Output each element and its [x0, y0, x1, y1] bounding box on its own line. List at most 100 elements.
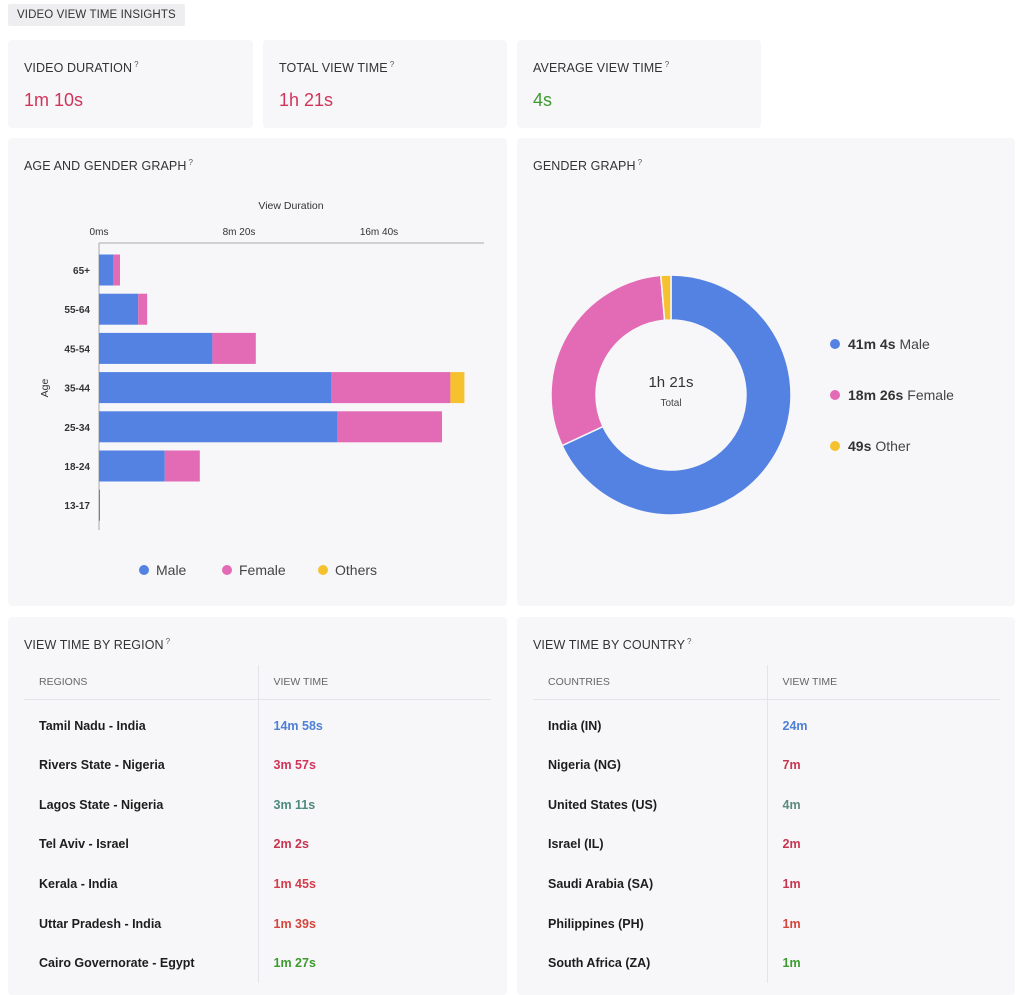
table-row[interactable]: Philippines (PH) 1m	[533, 903, 1000, 944]
row-view-time: 4m	[766, 784, 1000, 825]
help-icon[interactable]: ?	[134, 60, 139, 69]
bar-segment-male[interactable]	[99, 254, 113, 286]
donut-slice-male[interactable]	[561, 274, 792, 516]
row-view-time: 24m	[766, 699, 1000, 745]
column-header-countries[interactable]: COUNTRIES	[533, 665, 767, 700]
gender-donut-chart	[550, 274, 792, 516]
bar-segment-male[interactable]	[99, 372, 332, 404]
row-view-time: 1m	[766, 943, 1000, 984]
table-row[interactable]: United States (US) 4m	[533, 784, 1000, 825]
country-table: COUNTRIES VIEW TIME India (IN) 24m Nigeria…	[533, 665, 1000, 984]
row-name: Tamil Nadu - India	[39, 719, 146, 734]
row-name: Tel Aviv - Israel	[39, 837, 129, 852]
table-row[interactable]: Cairo Governorate - Egypt 1m 27s	[24, 943, 491, 984]
row-name: Rivers State - Nigeria	[39, 757, 165, 772]
help-icon[interactable]: ?	[637, 158, 643, 167]
help-icon[interactable]: ?	[165, 637, 171, 646]
x-axis-label: View Duration	[258, 200, 323, 212]
gender-card: GENDER GRAPH? 1h 21s Total 41m 4s Male 18…	[517, 138, 1015, 606]
help-icon[interactable]: ?	[188, 158, 194, 167]
table-row[interactable]: Saudi Arabia (SA) 1m	[533, 864, 1000, 904]
card-title: GENDER GRAPH?	[533, 158, 643, 174]
table-row[interactable]: Israel (IL) 2m	[533, 824, 1000, 865]
table-row[interactable]: South Africa (ZA) 1m	[533, 943, 1000, 984]
legend-female[interactable]: Female	[222, 562, 286, 578]
legend-others[interactable]: Others	[318, 562, 377, 578]
table-row[interactable]: Tel Aviv - Israel 2m 2s	[24, 824, 491, 865]
table-row[interactable]: Uttar Pradesh - India 1m 39s	[24, 903, 491, 944]
donut-slice-other[interactable]	[659, 274, 672, 322]
row-name: Uttar Pradesh - India	[39, 916, 162, 931]
bar-segment-others[interactable]	[450, 372, 465, 404]
row-view-time: 3m 57s	[257, 745, 491, 785]
donut-center-value: 1h 21s	[648, 374, 694, 391]
row-name: Israel (IL)	[548, 837, 604, 852]
legend-other[interactable]: 49s Other	[830, 438, 910, 454]
table-row[interactable]: India (IN) 24m	[533, 699, 1000, 745]
row-view-time: 2m	[766, 824, 1000, 865]
x-tick-label: 8m 20s	[223, 227, 256, 238]
row-name: United States (US)	[548, 797, 658, 812]
bar-segment-male[interactable]	[99, 450, 165, 482]
help-icon[interactable]: ?	[664, 60, 670, 69]
legend-female[interactable]: 18m 26s Female	[830, 387, 954, 403]
table-row[interactable]: Nigeria (NG) 7m	[533, 745, 1000, 785]
legend-value: 41m 4s	[848, 336, 896, 352]
legend-dot	[830, 441, 840, 451]
section-tag: VIDEO VIEW TIME INSIGHTS	[8, 4, 185, 26]
region-card: VIEW TIME BY REGION? REGIONS VIEW TIME T…	[8, 617, 507, 995]
row-view-time: 1m 45s	[257, 864, 491, 904]
row-view-time: 1m	[766, 903, 1000, 944]
table-row[interactable]: Tamil Nadu - India 14m 58s	[24, 699, 491, 745]
bar-segment-male[interactable]	[99, 489, 100, 521]
legend-label: Female	[239, 562, 286, 578]
table-row[interactable]: Lagos State - Nigeria 3m 11s	[24, 784, 491, 825]
stat-value: 1h 21s	[279, 90, 334, 110]
age-gender-bar-chart: View Duration 0ms 8m 20s 16m 40s Age 65+ 55-64…	[39, 200, 484, 578]
bar-segment-female[interactable]	[164, 450, 200, 482]
help-icon[interactable]: ?	[389, 60, 395, 69]
y-tick-label: 45-54	[64, 344, 90, 355]
bar-segment-female[interactable]	[138, 293, 148, 325]
card-title: AGE AND GENDER GRAPH?	[24, 158, 194, 174]
stat-card-video-duration: VIDEO DURATION? 1m 10s	[8, 40, 253, 128]
bar-segment-female[interactable]	[113, 254, 120, 286]
bar-segment-male[interactable]	[99, 411, 337, 443]
country-card: VIEW TIME BY COUNTRY? COUNTRIES VIEW TIM…	[517, 617, 1015, 995]
column-header-view-time[interactable]: VIEW TIME	[766, 665, 1000, 700]
table-row[interactable]: Kerala - India 1m 45s	[24, 864, 491, 904]
stat-card-average-view-time: AVERAGE VIEW TIME? 4s	[517, 40, 761, 128]
row-view-time: 1m	[766, 864, 1000, 904]
help-icon[interactable]: ?	[687, 637, 692, 646]
bar-segment-male[interactable]	[99, 293, 139, 325]
stat-label: VIDEO DURATION?	[24, 60, 139, 76]
stat-card-total-view-time: TOTAL VIEW TIME? 1h 21s	[263, 40, 507, 128]
legend-male[interactable]: Male	[139, 562, 187, 578]
bar-segment-female[interactable]	[337, 411, 442, 443]
y-tick-label: 25-34	[64, 423, 90, 434]
x-tick-label: 0ms	[90, 227, 109, 238]
bar-segment-female[interactable]	[331, 372, 451, 404]
column-header-regions[interactable]: REGIONS	[24, 665, 258, 700]
y-tick-label: 35-44	[64, 384, 90, 395]
legend-male[interactable]: 41m 4s Male	[830, 336, 930, 352]
y-tick-label: 13-17	[64, 501, 90, 512]
stat-value: 4s	[533, 90, 553, 110]
row-name: Philippines (PH)	[548, 916, 644, 931]
table-row[interactable]: Rivers State - Nigeria 3m 57s	[24, 745, 491, 785]
row-view-time: 14m 58s	[257, 699, 491, 745]
legend-label: Male	[156, 562, 187, 578]
legend-dot	[830, 390, 840, 400]
bar-segment-male[interactable]	[99, 332, 213, 364]
donut-slice-female[interactable]	[550, 274, 666, 447]
row-name: South Africa (ZA)	[548, 956, 651, 971]
region-table: REGIONS VIEW TIME Tamil Nadu - India 14m …	[24, 665, 491, 984]
row-name: Cairo Governorate - Egypt	[39, 956, 195, 971]
bar-segment-female[interactable]	[212, 332, 256, 364]
legend-dot	[318, 565, 328, 575]
stat-value: 1m 10s	[24, 90, 84, 110]
legend-label: Others	[335, 562, 377, 578]
column-header-view-time[interactable]: VIEW TIME	[257, 665, 491, 700]
row-view-time: 1m 39s	[257, 903, 491, 944]
x-tick-label: 16m 40s	[360, 227, 398, 238]
